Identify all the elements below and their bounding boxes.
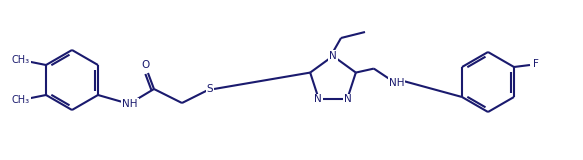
Text: NH: NH [389,78,405,88]
Text: N: N [329,51,337,61]
Text: N: N [314,94,322,104]
Text: O: O [142,60,150,70]
Text: F: F [533,59,539,69]
Text: CH₃: CH₃ [12,95,30,105]
Text: S: S [206,84,213,94]
Text: NH: NH [122,99,138,109]
Text: CH₃: CH₃ [12,55,30,65]
Text: N: N [344,94,352,104]
